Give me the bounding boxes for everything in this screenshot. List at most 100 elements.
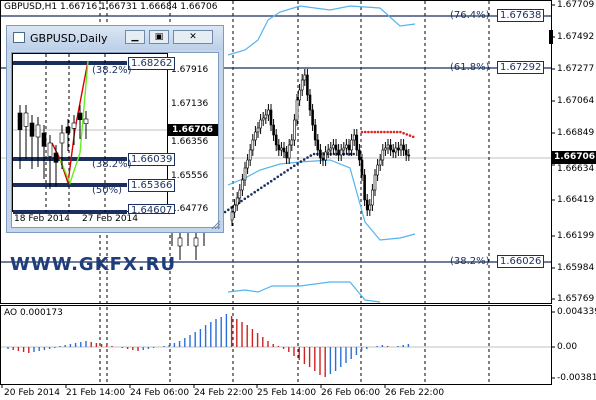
trailing-dot bbox=[260, 186, 263, 190]
candle bbox=[321, 152, 325, 166]
red-dot bbox=[402, 131, 405, 135]
fib-level-pct: (76.4%) bbox=[450, 10, 490, 21]
trailing-dot bbox=[269, 179, 273, 183]
ao-label: AO 0.000173 bbox=[4, 308, 63, 318]
daily-chart-window[interactable]: GBPUSD,Daily ▁ ▣ ✕ 1.67916 1.67136 bbox=[6, 25, 224, 233]
watermark-logo: WWW.GKFX.RU bbox=[10, 254, 177, 275]
candle bbox=[399, 139, 403, 156]
candle bbox=[381, 144, 385, 166]
red-dot bbox=[411, 135, 415, 139]
price-tick: 1.67709 bbox=[557, 0, 595, 10]
trailing-dot bbox=[279, 173, 283, 176]
candle bbox=[248, 144, 252, 166]
candle bbox=[254, 126, 257, 146]
daily-time-tick: 27 Feb 2014 bbox=[82, 214, 139, 224]
candle bbox=[295, 94, 299, 126]
fib-level-price: 1.66026 bbox=[497, 255, 545, 268]
window-titlebar[interactable]: GBPUSD,Daily ▁ ▣ ✕ bbox=[7, 26, 223, 50]
candle bbox=[402, 139, 405, 156]
red-dot bbox=[360, 130, 364, 134]
red-dot bbox=[383, 130, 386, 134]
candle bbox=[324, 146, 327, 166]
candle bbox=[233, 199, 236, 218]
candle bbox=[334, 139, 338, 156]
trailing-dot bbox=[227, 208, 230, 212]
red-dot bbox=[370, 130, 373, 134]
current-price-label: 1.66706 bbox=[554, 152, 595, 162]
candle bbox=[326, 144, 330, 158]
candle bbox=[365, 194, 369, 216]
resize-grip-icon[interactable] bbox=[211, 220, 221, 230]
daily-candle bbox=[29, 115, 35, 169]
candle bbox=[389, 139, 392, 156]
trailing-dot bbox=[266, 182, 270, 185]
candle bbox=[391, 144, 395, 158]
red-dot bbox=[399, 130, 402, 134]
trailing-dot bbox=[299, 160, 303, 163]
restore-icon: ▣ bbox=[154, 32, 164, 42]
candle bbox=[350, 134, 353, 156]
candle bbox=[339, 144, 343, 161]
candle bbox=[298, 84, 301, 106]
trailing-dot bbox=[312, 152, 316, 156]
trailing-dot bbox=[240, 199, 243, 203]
trailing-dot bbox=[263, 184, 266, 187]
candle bbox=[311, 104, 314, 131]
candle bbox=[264, 109, 268, 124]
daily-candle bbox=[83, 111, 89, 139]
trailing-dot bbox=[349, 152, 352, 156]
candle bbox=[329, 142, 333, 156]
fib-level-pct: (38.2%) bbox=[450, 256, 490, 267]
daily-level-price: 1.65366 bbox=[128, 179, 176, 192]
candle bbox=[373, 169, 377, 196]
candle bbox=[352, 129, 356, 146]
daily-level-pct: (38.2%) bbox=[92, 65, 132, 76]
restore-button[interactable]: ▣ bbox=[149, 30, 169, 44]
candle bbox=[274, 129, 278, 151]
trailing-dot bbox=[276, 175, 280, 179]
daily-current-price: 1.66706 bbox=[172, 125, 213, 135]
price-tick: 1.66634 bbox=[557, 164, 595, 174]
trailing-dot bbox=[253, 190, 256, 194]
red-dot bbox=[363, 130, 367, 134]
candle bbox=[280, 142, 283, 156]
daily-candle bbox=[23, 105, 29, 159]
candle bbox=[246, 154, 249, 174]
minimize-icon: ▁ bbox=[131, 32, 139, 42]
price-tick: 1.66199 bbox=[557, 231, 595, 241]
price-tick: 1.65984 bbox=[557, 263, 595, 273]
fib-level-price: 1.67638 bbox=[497, 9, 545, 22]
candle bbox=[407, 149, 411, 161]
daily-level-pct: (50%) bbox=[92, 185, 123, 196]
red-stop-dots bbox=[360, 130, 415, 139]
trailing-dot bbox=[289, 166, 293, 170]
minimize-button[interactable]: ▁ bbox=[125, 30, 145, 44]
price-tick: 1.67277 bbox=[557, 64, 595, 74]
candle bbox=[277, 139, 281, 156]
daily-candle bbox=[53, 145, 59, 187]
candle bbox=[345, 139, 348, 154]
daily-chart-area[interactable]: 1.67916 1.67136 1.66356 1.65556 1.64776 … bbox=[11, 52, 219, 228]
candle bbox=[251, 134, 255, 156]
daily-price-tick: 1.64776 bbox=[171, 204, 209, 214]
trailing-dot bbox=[273, 177, 276, 181]
daily-candle bbox=[41, 125, 47, 179]
trailing-dot bbox=[246, 195, 250, 198]
time-tick: 26 Feb 22:00 bbox=[385, 388, 445, 398]
price-tick: 1.66419 bbox=[557, 195, 595, 205]
price-tick: 1.66849 bbox=[557, 128, 595, 138]
candle bbox=[269, 104, 273, 131]
window-title: GBPUSD,Daily bbox=[30, 32, 108, 45]
trailing-dot bbox=[223, 210, 227, 214]
candle bbox=[384, 142, 387, 156]
fib-level-price: 1.67292 bbox=[497, 61, 545, 74]
daily-level-price: 1.64607 bbox=[128, 204, 176, 214]
red-dot bbox=[373, 130, 377, 134]
trailing-dot bbox=[286, 168, 290, 172]
candle bbox=[316, 134, 320, 156]
chart-window-icon bbox=[13, 32, 25, 43]
candle bbox=[355, 129, 359, 156]
trailing-dot bbox=[296, 162, 299, 165]
close-button[interactable]: ✕ bbox=[173, 30, 213, 44]
daily-candle bbox=[77, 105, 83, 139]
